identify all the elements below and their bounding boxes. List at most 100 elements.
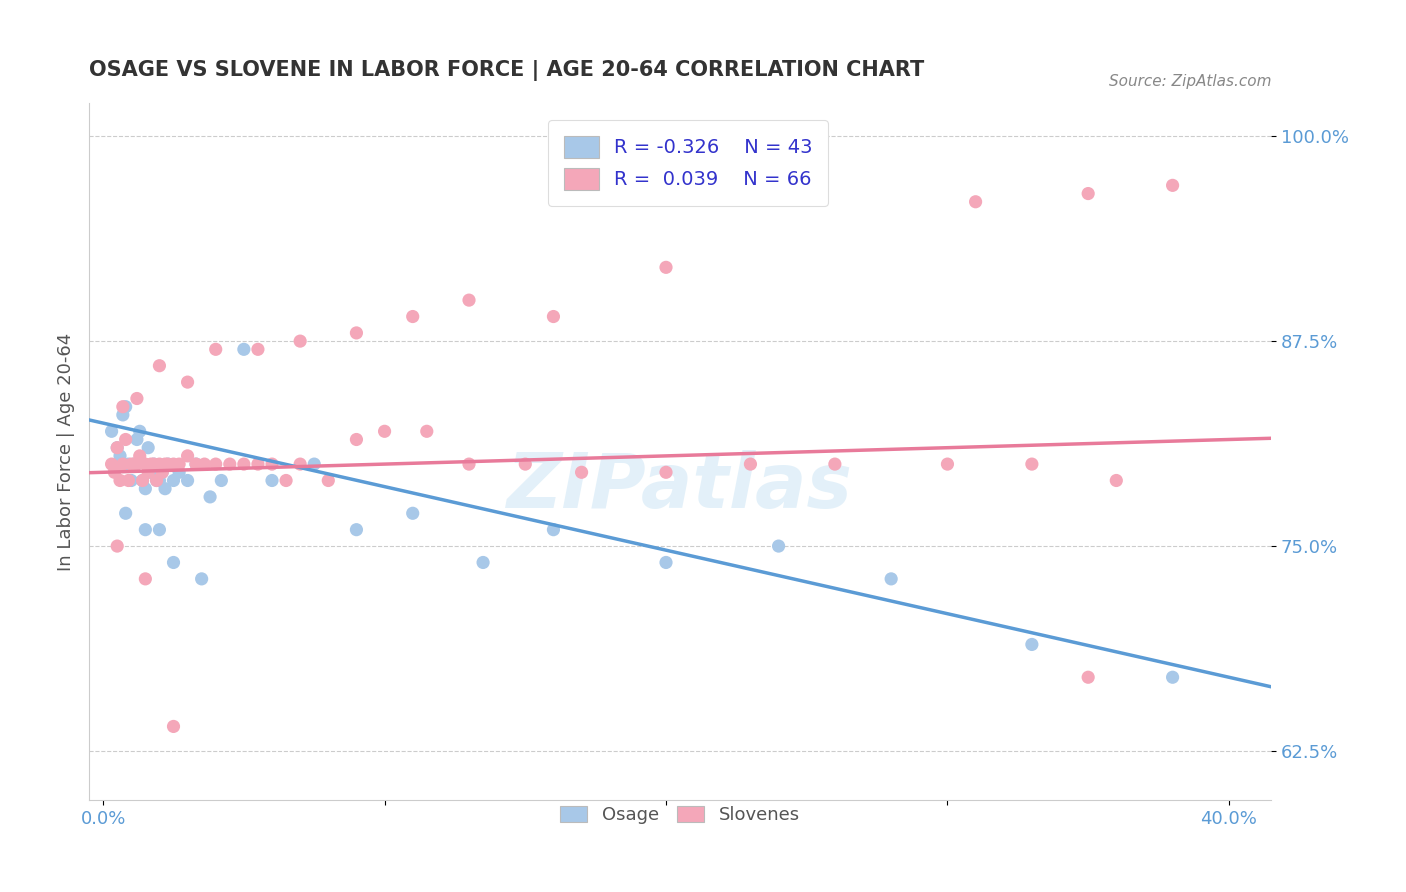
Point (142, 457, 165, 471)
Point (1021, 457, 1043, 471)
Text: ZIPatlas: ZIPatlas (508, 450, 853, 524)
Point (346, 326, 368, 340)
Point (125, 392, 148, 406)
Point (1077, 186, 1099, 201)
Point (218, 457, 240, 471)
Point (274, 474, 297, 488)
Point (148, 359, 170, 373)
Point (122, 457, 145, 471)
Point (571, 465, 593, 479)
Point (193, 457, 215, 471)
Point (302, 457, 325, 471)
Point (458, 457, 481, 471)
Point (128, 449, 150, 463)
Point (515, 457, 537, 471)
Point (156, 457, 179, 471)
Point (246, 343, 269, 357)
Point (167, 465, 190, 479)
Point (162, 719, 184, 733)
Legend: Osage, Slovenes: Osage, Slovenes (551, 797, 808, 833)
Point (162, 457, 184, 471)
Point (190, 572, 212, 586)
Point (198, 490, 221, 504)
Point (1161, 178, 1184, 193)
Point (184, 457, 207, 471)
Point (655, 556, 678, 570)
Point (260, 457, 283, 471)
Point (142, 457, 165, 471)
Point (134, 523, 156, 537)
Point (108, 449, 131, 463)
Point (246, 457, 269, 471)
Point (139, 465, 162, 479)
Point (176, 474, 198, 488)
Point (105, 441, 128, 455)
Point (204, 457, 226, 471)
Text: Source: ZipAtlas.com: Source: ZipAtlas.com (1108, 74, 1271, 89)
Point (162, 556, 184, 570)
Point (374, 425, 396, 439)
Point (145, 474, 167, 488)
Point (128, 425, 150, 439)
Point (136, 465, 159, 479)
Point (125, 433, 148, 447)
Point (543, 310, 565, 324)
Point (131, 474, 153, 488)
Point (1077, 670, 1099, 684)
Point (176, 449, 198, 463)
Point (111, 400, 134, 414)
Point (150, 465, 173, 479)
Point (122, 457, 145, 471)
Point (288, 457, 311, 471)
Point (148, 474, 170, 488)
Point (153, 482, 176, 496)
Point (103, 465, 125, 479)
Point (105, 441, 128, 455)
Point (232, 343, 254, 357)
Point (655, 465, 678, 479)
Point (120, 457, 142, 471)
Point (288, 334, 311, 348)
Point (472, 556, 495, 570)
Point (204, 343, 226, 357)
Point (458, 293, 481, 307)
Point (346, 523, 368, 537)
Point (1021, 637, 1043, 651)
Point (156, 457, 179, 471)
Point (117, 474, 139, 488)
Point (117, 457, 139, 471)
Point (134, 572, 156, 586)
Point (316, 474, 339, 488)
Point (162, 474, 184, 488)
Point (114, 506, 136, 520)
Point (153, 457, 176, 471)
Point (260, 474, 283, 488)
Point (114, 400, 136, 414)
Point (131, 474, 153, 488)
Point (111, 457, 134, 471)
Point (232, 457, 254, 471)
Point (346, 433, 368, 447)
Point (105, 539, 128, 553)
Point (100, 425, 122, 439)
Point (416, 425, 439, 439)
Point (114, 433, 136, 447)
Point (145, 474, 167, 488)
Point (125, 457, 148, 471)
Point (150, 465, 173, 479)
Point (965, 194, 987, 209)
Point (880, 572, 903, 586)
Point (111, 408, 134, 422)
Point (796, 186, 818, 201)
Point (768, 539, 790, 553)
Point (1105, 474, 1128, 488)
Point (108, 474, 131, 488)
Point (824, 457, 846, 471)
Point (120, 474, 142, 488)
Point (148, 523, 170, 537)
Point (184, 457, 207, 471)
Point (134, 482, 156, 496)
Point (134, 457, 156, 471)
Point (543, 523, 565, 537)
Point (936, 457, 959, 471)
